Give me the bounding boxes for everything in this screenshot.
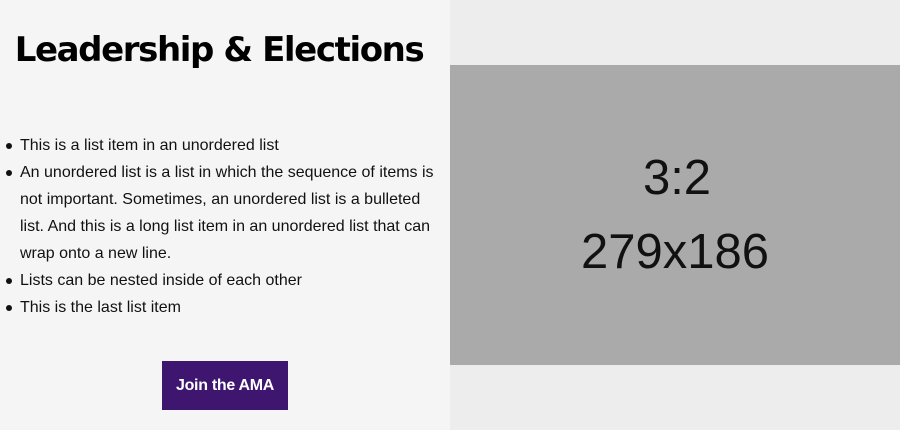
list-item: An unordered list is a list in which the… — [6, 159, 440, 267]
join-ama-button[interactable]: Join the AMA — [162, 361, 288, 410]
placeholder-ratio-text: 3:2 — [642, 150, 712, 205]
media-panel: 3:2 279x186 — [450, 0, 900, 430]
list-item: This is a list item in an unordered list — [6, 132, 440, 159]
bulleted-list: This is a list item in an unordered list… — [6, 132, 440, 321]
list-item: Lists can be nested inside of each other — [6, 267, 440, 294]
placeholder-size-text: 279x186 — [580, 224, 769, 279]
list-item: This is the last list item — [6, 294, 440, 321]
content-panel: Leadership & Elections This is a list it… — [6, 30, 440, 410]
image-placeholder: 3:2 279x186 — [450, 65, 900, 365]
section-heading: Leadership & Elections — [14, 30, 425, 70]
